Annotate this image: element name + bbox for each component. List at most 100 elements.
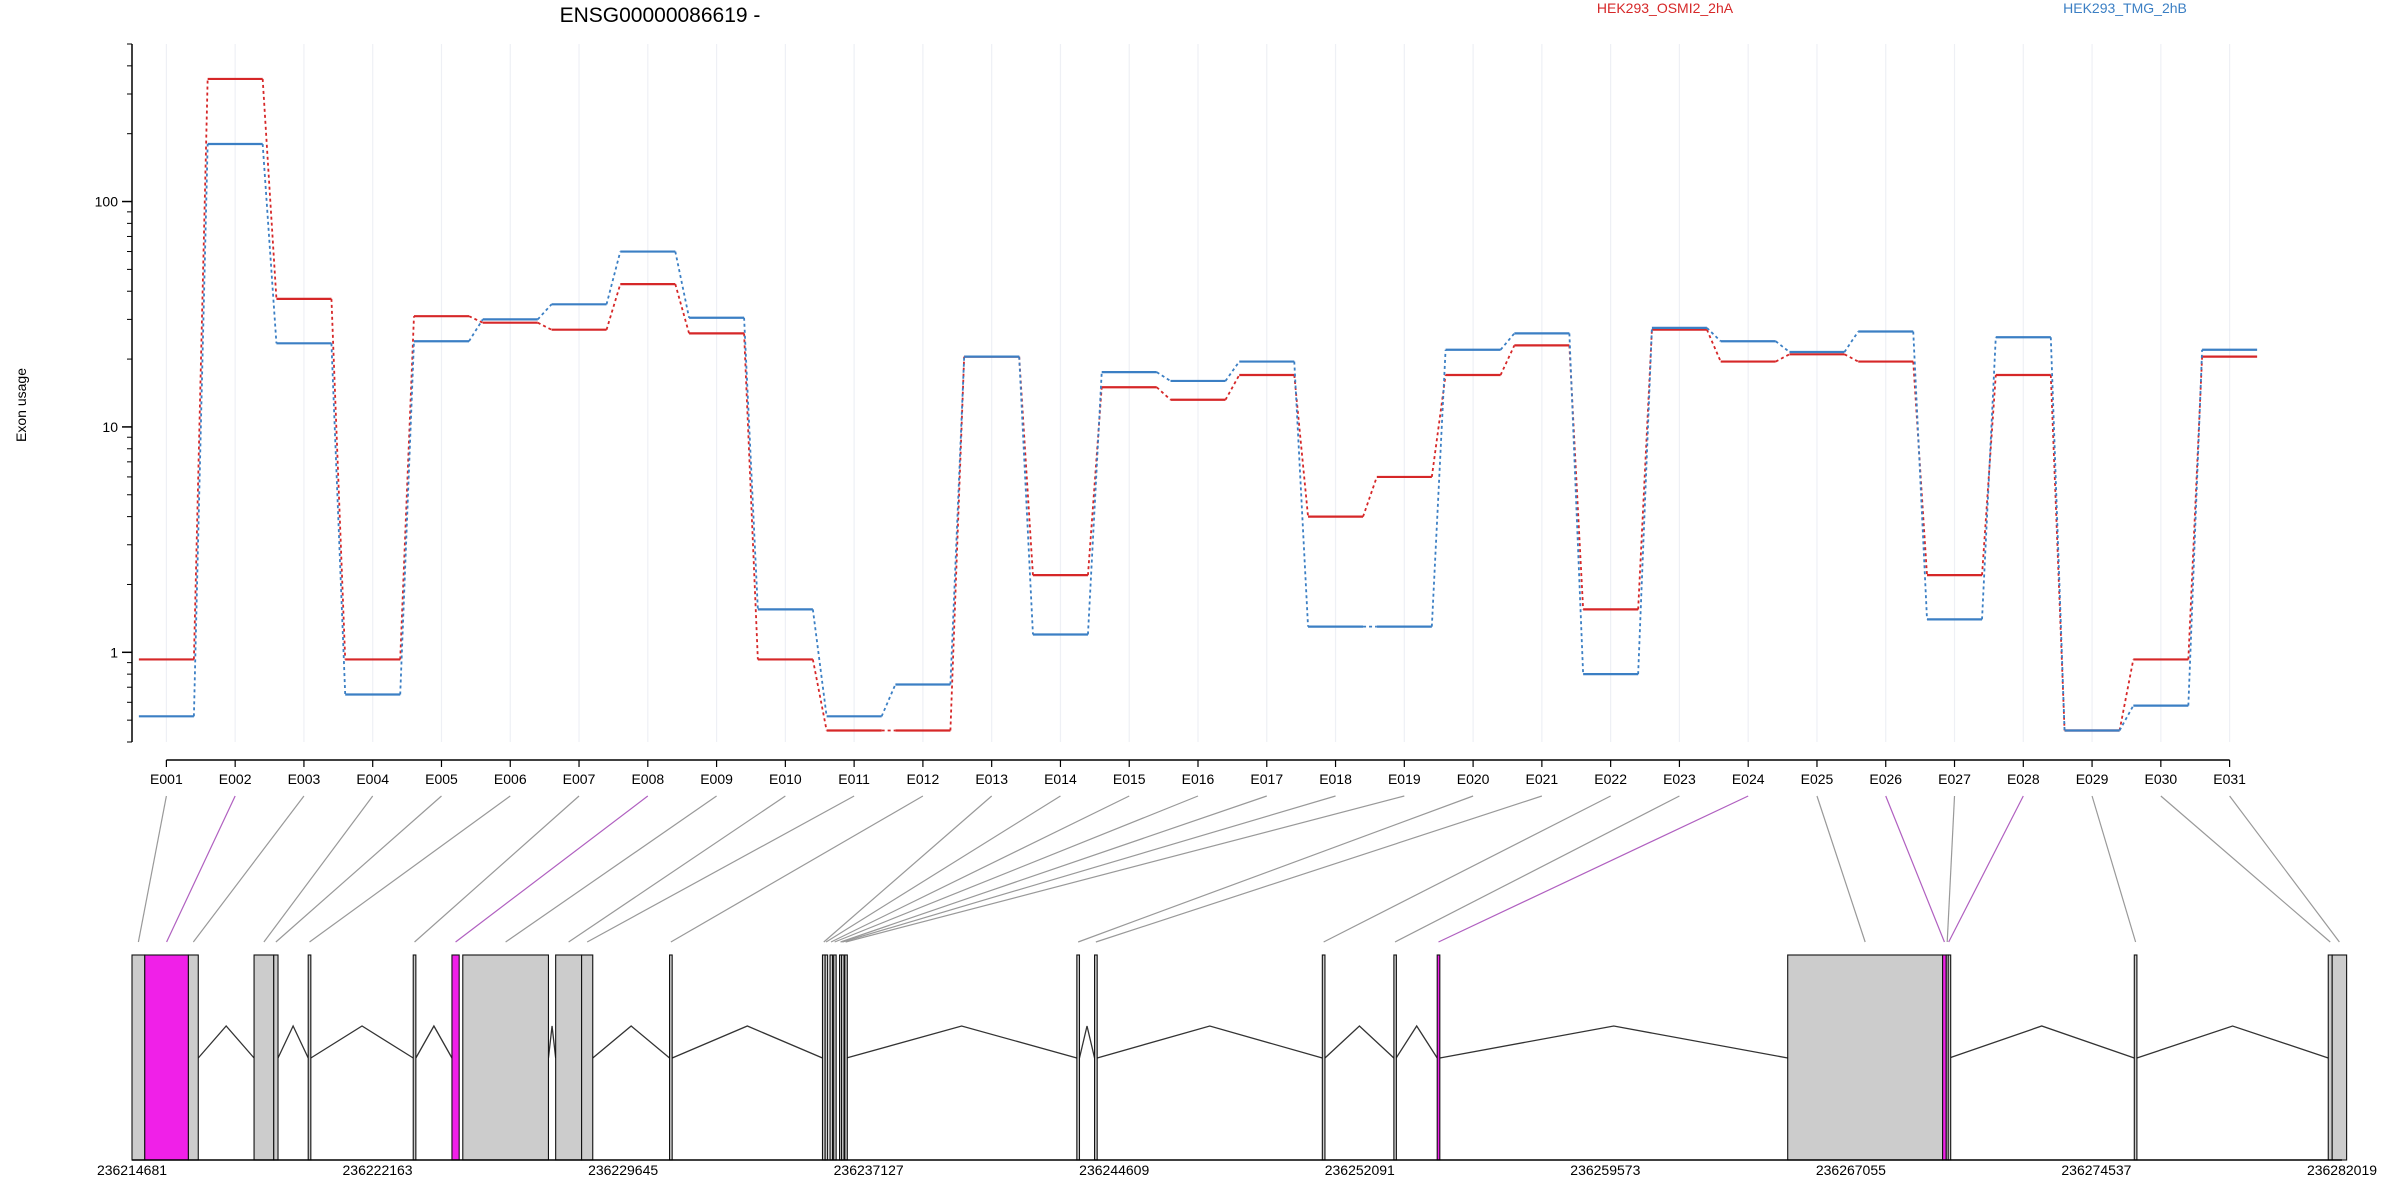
genomic-tick-label: 236274537	[2061, 1162, 2131, 1178]
intron-line	[415, 1024, 453, 1059]
series-connector	[674, 251, 690, 318]
x-tick-label-e026: E026	[1869, 771, 1902, 787]
intron-line	[1395, 1024, 1438, 1059]
genomic-tick-label: 236229645	[588, 1162, 658, 1178]
series-connector	[949, 356, 966, 685]
intron-line	[1439, 1025, 1788, 1059]
series-connector	[1706, 329, 1722, 362]
x-tick-label-e002: E002	[219, 771, 252, 787]
series-connector	[1775, 353, 1790, 363]
intron-line	[846, 1025, 1078, 1059]
intron-line	[547, 1025, 557, 1059]
exon-box-e024	[1436, 954, 1441, 1161]
exon-connectors	[137, 795, 2340, 943]
series-connector	[1706, 327, 1722, 342]
series-connector	[880, 684, 897, 717]
series-connector	[1224, 361, 1240, 382]
genomic-tick-label: 236222163	[343, 1162, 413, 1178]
exon-box-e018	[840, 954, 845, 1161]
exon-connector	[1095, 795, 1543, 943]
exon-connector	[670, 795, 924, 943]
exon-connector	[1394, 795, 1680, 943]
exon-box-e022	[1321, 954, 1326, 1161]
exon-connector	[840, 795, 1267, 943]
exon-connector	[455, 795, 649, 943]
series-connector	[192, 143, 209, 717]
exon-connector	[1077, 795, 1474, 943]
gene-model	[131, 954, 2348, 1161]
exon-connector	[2229, 795, 2340, 943]
y-tick-label: 1	[110, 644, 118, 660]
genomic-axis: 236214681 236222163 236229645 236237127 2362…	[97, 1159, 2377, 1178]
series-lines	[138, 77, 2258, 732]
series-connector	[1843, 331, 1859, 353]
series-connector	[605, 251, 622, 305]
series-connector	[605, 283, 622, 330]
exon-box-e009	[462, 954, 549, 1161]
exon-box-e006	[307, 954, 312, 1161]
series-connector	[949, 356, 966, 731]
x-tick-label-e011: E011	[838, 771, 870, 787]
x-tick-label-e009: E009	[700, 771, 733, 787]
x-tick-label-e021: E021	[1526, 771, 1559, 787]
exon-connector	[834, 795, 1199, 943]
exon-connector	[830, 795, 1130, 943]
exon-connector	[823, 795, 993, 943]
chart-title: ENSG00000086619 -	[560, 4, 761, 27]
exon-connector	[1885, 795, 1945, 943]
exon-box-e016	[833, 954, 837, 1161]
x-tick-label-e031: E031	[2213, 771, 2246, 787]
series-connector	[1362, 476, 1378, 517]
series-connector	[399, 316, 415, 660]
x-tick-label-e028: E028	[2007, 771, 2040, 787]
genomic-tick-label: 236267055	[1816, 1162, 1886, 1178]
x-tick-label-e025: E025	[1801, 771, 1834, 787]
exon-connector	[275, 795, 442, 943]
x-tick-label-e020: E020	[1457, 771, 1490, 787]
x-tick-label-e014: E014	[1044, 771, 1077, 787]
exon-connector	[414, 795, 580, 943]
x-tick-label-e030: E030	[2144, 771, 2177, 787]
series-connector	[537, 321, 552, 331]
exon-connector	[1946, 795, 1956, 943]
intron-line	[1097, 1025, 1323, 1059]
exon-box-e021	[1094, 954, 1098, 1161]
series-connector	[743, 317, 759, 610]
series-connector	[468, 318, 484, 342]
x-tick-label-e023: E023	[1663, 771, 1696, 787]
series-connector	[1293, 361, 1309, 627]
exon-connector	[1323, 795, 1611, 943]
exon-box-e002	[144, 954, 189, 1161]
x-tick-label-e024: E024	[1732, 771, 1765, 787]
series-connector	[1156, 371, 1171, 382]
series-connector	[468, 315, 484, 324]
series-connector	[1912, 331, 1928, 620]
series-connector	[1224, 374, 1241, 401]
exon-box-e005	[273, 954, 279, 1161]
series-connector	[811, 659, 828, 731]
exon-connector	[2160, 795, 2331, 943]
series-connector	[1568, 333, 1585, 675]
series-connector	[1499, 332, 1516, 351]
exon-connector	[309, 795, 511, 943]
genomic-tick-label: 236252091	[1325, 1162, 1395, 1178]
genomic-tick-label: 236214681	[97, 1162, 167, 1178]
exon-connector	[1816, 795, 1866, 943]
series-connector	[1637, 327, 1653, 675]
genomic-tick-label: 236244609	[1079, 1162, 1149, 1178]
series-connector	[2049, 374, 2066, 731]
x-tick-label-e008: E008	[631, 771, 664, 787]
series-connector	[192, 78, 209, 660]
series-connector	[1430, 349, 1447, 627]
series-connector	[2187, 349, 2204, 706]
exon-connector	[842, 795, 1336, 943]
exon-box-e008	[451, 954, 460, 1161]
intron-line	[1324, 1025, 1395, 1059]
y-axis: 1 10 100	[95, 43, 133, 743]
series-connector	[399, 341, 415, 695]
y-axis-label: Exon usage	[13, 368, 29, 442]
series-connector	[1981, 337, 1997, 620]
series-connector	[1844, 353, 1859, 363]
exon-box-e014	[824, 954, 829, 1161]
exon-box-e001	[131, 954, 146, 1161]
